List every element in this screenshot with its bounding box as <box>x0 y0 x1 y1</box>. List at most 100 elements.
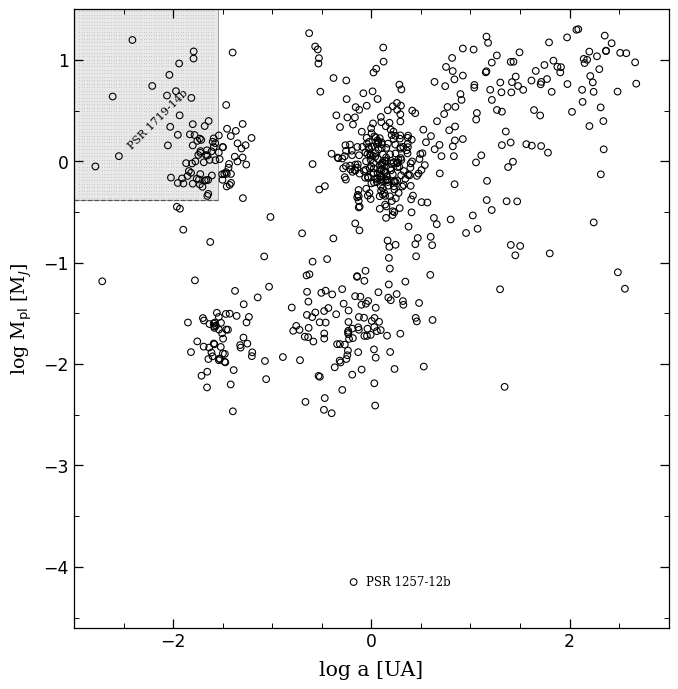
Point <box>481 66 492 77</box>
Point <box>155 106 166 117</box>
Point <box>86 189 97 200</box>
Point <box>119 82 129 93</box>
Point <box>119 10 129 21</box>
Point <box>200 189 211 200</box>
Point <box>116 68 127 79</box>
Point <box>121 54 132 65</box>
Point <box>193 10 203 21</box>
Point <box>591 51 602 62</box>
Point <box>119 65 129 76</box>
Point <box>123 99 134 110</box>
Point <box>165 154 176 165</box>
Point <box>207 89 218 100</box>
Point <box>101 144 112 155</box>
Point <box>146 44 157 55</box>
Point <box>165 30 176 41</box>
Point <box>170 37 181 48</box>
Point <box>405 158 416 169</box>
Point <box>81 79 92 90</box>
Point <box>121 172 132 183</box>
Point <box>108 41 119 52</box>
Point <box>111 120 122 131</box>
Point <box>134 123 144 134</box>
Point <box>111 110 122 121</box>
Point <box>205 17 216 28</box>
Point <box>165 51 176 62</box>
Point <box>205 96 216 107</box>
Point <box>98 41 109 52</box>
Point <box>205 168 216 179</box>
Point <box>331 110 342 121</box>
Point <box>148 44 159 55</box>
Point <box>170 185 181 196</box>
Point <box>121 61 132 72</box>
Point <box>200 65 211 76</box>
Point <box>372 94 383 105</box>
Point <box>376 159 387 170</box>
Point <box>188 6 199 17</box>
Point <box>143 185 154 196</box>
Point <box>170 58 181 69</box>
Point <box>116 10 127 21</box>
Point <box>198 134 209 145</box>
Point <box>141 147 152 158</box>
Point <box>131 189 142 200</box>
Point <box>84 41 95 52</box>
Point <box>74 85 85 96</box>
Point <box>106 147 117 158</box>
Point <box>342 112 353 123</box>
Point <box>173 61 184 72</box>
Point <box>108 65 119 76</box>
Point <box>205 6 216 17</box>
Point <box>98 48 109 59</box>
Point <box>113 13 124 24</box>
Point <box>136 27 146 38</box>
Point <box>161 82 172 93</box>
Point <box>203 44 214 55</box>
Point <box>158 58 169 69</box>
Point <box>153 89 164 100</box>
Point <box>151 89 161 100</box>
Point <box>170 172 181 183</box>
Point <box>185 178 196 189</box>
Point <box>158 134 169 145</box>
Point <box>168 123 179 134</box>
Point <box>176 37 186 48</box>
Point <box>143 34 154 45</box>
Point <box>89 44 100 55</box>
Point <box>77 165 87 176</box>
Point <box>439 109 450 120</box>
Point <box>178 82 188 93</box>
Point <box>193 189 203 200</box>
Point <box>106 68 117 79</box>
Point <box>191 127 201 138</box>
Point <box>395 116 405 127</box>
Point <box>203 113 214 124</box>
Point <box>111 106 122 117</box>
Point <box>89 92 100 103</box>
Point <box>79 175 89 186</box>
Point <box>104 172 115 183</box>
Point <box>113 154 124 165</box>
Point <box>143 123 154 134</box>
Point <box>155 144 166 155</box>
Point <box>91 130 102 141</box>
Point <box>153 178 164 189</box>
Point <box>141 68 152 79</box>
Point <box>91 68 102 79</box>
Point <box>571 25 582 36</box>
Point <box>442 102 453 113</box>
Point <box>121 58 132 69</box>
Point <box>163 151 174 162</box>
Point <box>138 34 149 45</box>
Point <box>126 51 137 62</box>
Point <box>188 141 199 152</box>
Point <box>151 120 161 131</box>
Point <box>205 41 216 52</box>
Point <box>153 72 164 83</box>
Point <box>170 17 181 28</box>
Point <box>113 79 124 90</box>
Point <box>180 161 191 172</box>
Point <box>143 44 154 55</box>
Point <box>208 133 219 144</box>
